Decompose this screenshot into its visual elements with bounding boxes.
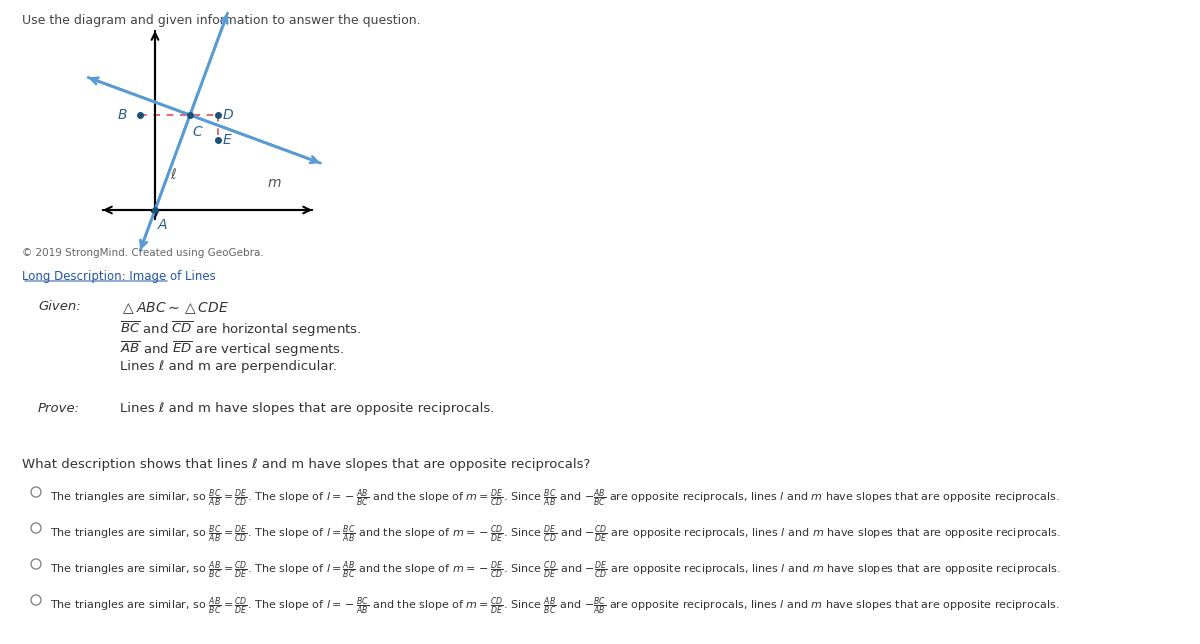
Text: What description shows that lines ℓ and m have slopes that are opposite reciproc: What description shows that lines ℓ and … [22,458,590,471]
Text: The triangles are similar, so $\frac{BC}{AB}=\frac{DE}{CD}$. The slope of $l=-\f: The triangles are similar, so $\frac{BC}… [50,488,1060,509]
Text: The triangles are similar, so $\frac{AB}{BC}=\frac{CD}{DE}$. The slope of $l=-\f: The triangles are similar, so $\frac{AB}… [50,596,1060,618]
Text: Given:: Given: [38,300,80,313]
Text: E: E [223,133,232,147]
Text: $\overline{AB}$ and $\overline{ED}$ are vertical segments.: $\overline{AB}$ and $\overline{ED}$ are … [120,340,344,359]
Text: A: A [158,218,168,232]
Text: Long Description: Image of Lines: Long Description: Image of Lines [22,270,216,283]
Text: The triangles are similar, so $\frac{BC}{AB}=\frac{DE}{CD}$. The slope of $l=\fr: The triangles are similar, so $\frac{BC}… [50,524,1061,545]
Text: Lines ℓ and m have slopes that are opposite reciprocals.: Lines ℓ and m have slopes that are oppos… [120,402,494,415]
Text: The triangles are similar, so $\frac{AB}{BC}=\frac{CD}{DE}$. The slope of $l=\fr: The triangles are similar, so $\frac{AB}… [50,560,1061,582]
Text: Lines ℓ and m are perpendicular.: Lines ℓ and m are perpendicular. [120,360,337,373]
Text: © 2019 StrongMind. Created using GeoGebra.: © 2019 StrongMind. Created using GeoGebr… [22,248,264,258]
Text: D: D [223,108,234,122]
Text: m: m [268,176,282,190]
Text: C: C [192,125,202,139]
Text: Use the diagram and given information to answer the question.: Use the diagram and given information to… [22,14,421,27]
Text: ℓ: ℓ [170,168,175,182]
Text: B: B [118,108,127,122]
Text: Prove:: Prove: [38,402,80,415]
Text: $\overline{BC}$ and $\overline{CD}$ are horizontal segments.: $\overline{BC}$ and $\overline{CD}$ are … [120,320,361,339]
Text: $\triangle ABC \sim \triangle CDE$: $\triangle ABC \sim \triangle CDE$ [120,300,229,316]
